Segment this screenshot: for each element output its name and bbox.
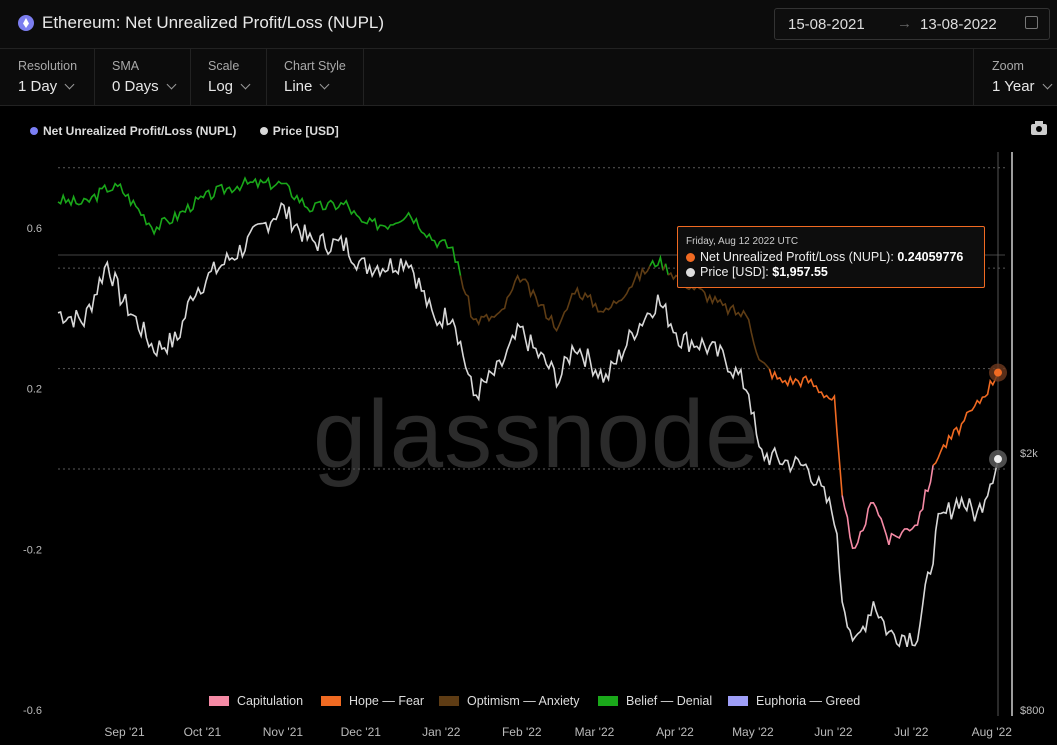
- y-left-tick-label: 0.2: [27, 384, 42, 396]
- zone-belief-denial[interactable]: Belief — Denial: [598, 694, 712, 708]
- chevron-down-icon: [64, 79, 75, 90]
- y-right-tick-label: $800: [1020, 705, 1044, 717]
- legend-dot-icon: [30, 127, 38, 135]
- date-to[interactable]: 13-08-2022: [920, 16, 997, 33]
- nupl-series-segment-7: [841, 465, 934, 550]
- x-tick-label: Jun '22: [814, 725, 853, 739]
- x-tick-label: Sep '21: [104, 725, 145, 739]
- x-tick-label: Feb '22: [502, 725, 542, 739]
- x-tick-label: Dec '21: [341, 725, 382, 739]
- nupl-series-segment-6: [768, 368, 843, 496]
- sma-select[interactable]: SMA 0 Days: [94, 49, 191, 105]
- tooltip-price-value: $1,957.55: [772, 265, 828, 279]
- scale-label: Scale: [208, 59, 240, 73]
- nupl-series-segment-8: [932, 372, 999, 466]
- zoom-label: Zoom: [992, 59, 1024, 73]
- y-right-tick-label: $2k: [1020, 448, 1038, 460]
- legend-item-nupl[interactable]: Net Unrealized Profit/Loss (NUPL): [30, 124, 236, 138]
- zone-label: Belief — Denial: [626, 694, 713, 708]
- resolution-value[interactable]: 1 Day: [18, 78, 58, 95]
- chevron-down-icon: [240, 79, 251, 90]
- nupl-dot-icon: [686, 253, 695, 262]
- tooltip-price-label: Price [USD]:: [700, 265, 769, 279]
- nupl-series-segment-0: [57, 176, 462, 276]
- legend-item-price[interactable]: Price [USD]: [259, 124, 339, 138]
- y-left-tick-label: -0.6: [23, 705, 42, 717]
- zone-hope-fear[interactable]: Hope — Fear: [321, 694, 424, 708]
- tooltip-nupl-label: Net Unrealized Profit/Loss (NUPL):: [700, 250, 894, 264]
- x-tick-label: Aug '22: [972, 725, 1013, 739]
- chart-style-value[interactable]: Line: [284, 78, 313, 95]
- chart-style-select[interactable]: Chart Style Line: [266, 49, 364, 105]
- x-tick-label: Mar '22: [575, 725, 615, 739]
- zone-label: Capitulation: [237, 694, 304, 708]
- zone-optimism-anxiety[interactable]: Optimism — Anxiety: [439, 694, 580, 708]
- chevron-down-icon: [319, 79, 330, 90]
- zone-label: Optimism — Anxiety: [467, 694, 580, 708]
- tooltip-nupl-value: 0.24059776: [897, 250, 964, 264]
- ethereum-icon: [18, 15, 34, 31]
- scale-value[interactable]: Log: [208, 78, 234, 95]
- x-tick-label: Jul '22: [894, 725, 929, 739]
- x-tick-label: Nov '21: [263, 725, 304, 739]
- x-tick-label: Jan '22: [422, 725, 461, 739]
- calendar-icon[interactable]: [1025, 16, 1038, 29]
- resolution-label: Resolution: [18, 59, 78, 73]
- nupl-series-segment-1: [459, 265, 651, 333]
- chart-toolbar: Resolution 1 Day SMA 0 Days Scale Log Ch…: [0, 49, 1057, 106]
- x-tick-label: May '22: [732, 725, 774, 739]
- swatch-icon: [598, 696, 618, 706]
- zoom-value[interactable]: 1 Year: [992, 78, 1035, 95]
- chart-tooltip: Friday, Aug 12 2022 UTC Net Unrealized P…: [677, 226, 985, 288]
- zone-label: Hope — Fear: [349, 694, 425, 708]
- zone-euphoria-greed[interactable]: Euphoria — Greed: [728, 694, 860, 708]
- zone-label: Euphoria — Greed: [756, 694, 861, 708]
- sma-label: SMA: [112, 59, 140, 73]
- tooltip-date: Friday, Aug 12 2022 UTC: [686, 236, 799, 247]
- nupl-series-segment-2: [649, 254, 664, 271]
- arrow-right-icon: →: [897, 15, 912, 32]
- scale-select[interactable]: Scale Log: [190, 49, 267, 105]
- price-series-line: [57, 201, 999, 648]
- camera-icon[interactable]: [1031, 121, 1047, 135]
- chart-legend: Net Unrealized Profit/Loss (NUPL) Price …: [30, 124, 359, 138]
- y-left-tick-label: -0.2: [23, 544, 42, 556]
- swatch-icon: [728, 696, 748, 706]
- price-dot-icon: [686, 268, 695, 277]
- legend-label-nupl: Net Unrealized Profit/Loss (NUPL): [43, 124, 237, 138]
- resolution-select[interactable]: Resolution 1 Day: [0, 49, 95, 105]
- date-range-picker[interactable]: 15-08-2021 → 13-08-2022: [774, 8, 1050, 40]
- date-from[interactable]: 15-08-2021: [788, 16, 865, 33]
- chevron-down-icon: [1042, 79, 1052, 90]
- legend-label-price: Price [USD]: [272, 124, 339, 138]
- zoom-select[interactable]: Zoom 1 Year: [973, 49, 1057, 105]
- header-bar: Ethereum: Net Unrealized Profit/Loss (NU…: [0, 0, 1057, 49]
- swatch-icon: [209, 696, 229, 706]
- x-tick-label: Oct '21: [184, 725, 222, 739]
- price-hover-marker: [994, 455, 1002, 464]
- zone-capitulation[interactable]: Capitulation: [209, 694, 303, 708]
- y-left-tick-label: 0.6: [27, 223, 42, 235]
- nupl-chart: 0.6 0.2 -0.2 -0.6 $2k $800 Sep '21 Oct '21 Nov '…: [23, 152, 1044, 739]
- legend-dot-icon: [259, 127, 268, 135]
- watermark-logo: glassnode: [313, 381, 760, 488]
- nupl-series-segment-4: [664, 263, 669, 276]
- chevron-down-icon: [166, 79, 177, 90]
- swatch-icon: [439, 696, 459, 706]
- sma-value[interactable]: 0 Days: [112, 78, 159, 95]
- nupl-hover-marker: [994, 368, 1002, 377]
- swatch-icon: [321, 696, 341, 706]
- page-title: Ethereum: Net Unrealized Profit/Loss (NU…: [42, 13, 385, 32]
- x-tick-label: Apr '22: [656, 725, 694, 739]
- chart-style-label: Chart Style: [284, 59, 346, 73]
